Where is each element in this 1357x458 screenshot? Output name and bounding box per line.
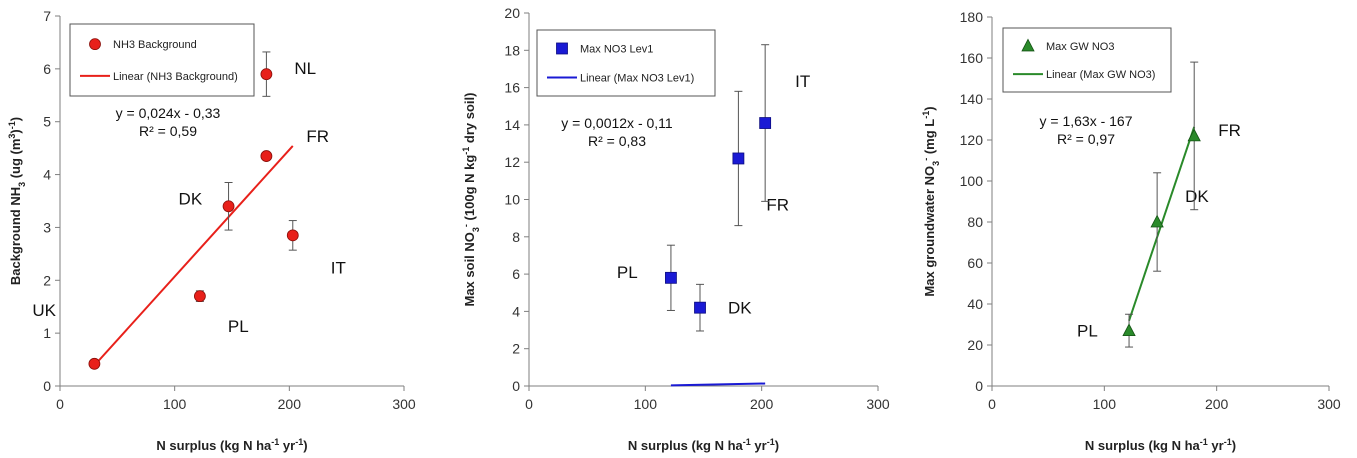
legend-trend-label: Linear (Max NO3 Lev1) [580, 73, 694, 85]
y-tick-label: 60 [967, 255, 983, 271]
data-point-dk [694, 301, 706, 314]
y-tick-label: 7 [43, 8, 51, 24]
y-tick-label: 140 [960, 91, 984, 107]
y-tick-label: 1 [43, 325, 51, 341]
trend-equation: y = 0,024x - 0,33 [116, 105, 221, 121]
trend-r-squared: R² = 0,83 [588, 133, 646, 149]
data-point-fr [1187, 128, 1201, 142]
y-tick-label: 18 [504, 42, 520, 58]
legend-marker [1021, 38, 1035, 52]
x-tick-label: 100 [1093, 396, 1117, 412]
y-tick-label: 4 [43, 167, 51, 183]
data-point-uk [88, 357, 101, 370]
point-label-fr: FR [306, 127, 329, 146]
point-label-uk: UK [32, 301, 56, 320]
point-label-nl: NL [294, 59, 316, 78]
data-point-pl [665, 271, 677, 284]
x-tick-label: 0 [988, 396, 996, 412]
data-point-fr [732, 152, 745, 165]
y-axis-title: Max groundwater NO3- (mg L-1) [921, 106, 941, 296]
legend-trend-label: Linear (Max GW NO3) [1046, 69, 1155, 81]
data-point-pl [1122, 323, 1136, 337]
y-tick-label: 8 [512, 229, 520, 245]
point-label-dk: DK [728, 299, 752, 318]
legend-series-label: NH3 Background [113, 39, 197, 51]
y-tick-label: 12 [504, 154, 520, 170]
point-label-pl: PL [228, 317, 249, 336]
legend-series-label: Max GW NO3 [1046, 41, 1114, 53]
point-label-pl: PL [1077, 322, 1098, 341]
y-tick-label: 120 [960, 132, 984, 148]
trend-r-squared: R² = 0,59 [139, 123, 197, 139]
y-tick-label: 0 [43, 378, 51, 394]
x-tick-label: 0 [525, 396, 533, 412]
y-tick-label: 2 [43, 272, 51, 288]
y-tick-label: 14 [504, 117, 520, 133]
data-point-fr [260, 150, 273, 162]
y-tick-label: 160 [960, 50, 984, 66]
data-point-it [759, 117, 772, 129]
y-tick-label: 0 [975, 378, 983, 394]
point-label-it: IT [331, 258, 346, 277]
legend-series-label: Max NO3 Lev1 [580, 43, 653, 55]
point-label-fr: FR [1218, 121, 1241, 140]
x-tick-label: 300 [392, 396, 416, 412]
y-tick-label: 4 [512, 303, 520, 319]
y-axis-title: Max soil NO3- (100g N kg-1 dry soil) [461, 93, 481, 307]
y-tick-label: 10 [504, 192, 520, 208]
x-tick-label: 200 [1205, 396, 1229, 412]
legend: Max GW NO3 Linear (Max GW NO3) [1002, 27, 1172, 93]
trendline [93, 145, 294, 367]
trendline [670, 382, 766, 387]
y-tick-label: 6 [512, 266, 520, 282]
x-tick-label: 0 [56, 396, 64, 412]
legend-box [1002, 27, 1172, 93]
point-label-it: IT [795, 72, 810, 91]
point-label-dk: DK [179, 189, 203, 208]
x-axis-title: N surplus (kg N ha-1 yr-1) [1085, 437, 1236, 453]
legend: NH3 Background Linear (NH3 Background) [69, 23, 255, 97]
legend-marker [556, 42, 568, 55]
y-tick-label: 20 [967, 337, 983, 353]
y-axis-title: Background NH3 (ug (m3)-1) [7, 117, 27, 285]
x-axis-title: N surplus (kg N ha-1 yr-1) [628, 437, 779, 453]
nh3-background-chart: 0 1 2 3 4 5 6 7 0 100 200 300 N surplus (kg N ha-1 y… [7, 8, 416, 453]
y-tick-label: 2 [512, 341, 520, 357]
y-tick-label: 0 [512, 378, 520, 394]
y-tick-label: 40 [967, 296, 983, 312]
x-tick-label: 100 [163, 396, 187, 412]
data-point-pl [193, 290, 206, 303]
x-tick-label: 300 [1317, 396, 1341, 412]
y-tick-label: 80 [967, 214, 983, 230]
x-tick-label: 200 [750, 396, 774, 412]
max-groundwater-no3-chart: 0 20 40 60 80 100 120 140 160 180 0 100 200 300 N surp… [921, 9, 1341, 453]
legend-box [69, 23, 255, 97]
legend-box [536, 29, 716, 97]
legend-marker [89, 38, 101, 51]
y-tick-label: 3 [43, 219, 51, 235]
data-point-dk [1150, 214, 1164, 228]
y-tick-label: 16 [504, 80, 520, 96]
x-tick-label: 100 [634, 396, 658, 412]
y-tick-label: 20 [504, 5, 520, 21]
x-tick-label: 200 [278, 396, 302, 412]
data-point-it [286, 229, 299, 242]
x-axis-title: N surplus (kg N ha-1 yr-1) [156, 437, 307, 453]
legend-trend-label: Linear (NH3 Background) [113, 71, 238, 83]
y-tick-label: 6 [43, 61, 51, 77]
x-tick-label: 300 [866, 396, 890, 412]
legend: Max NO3 Lev1 Linear (Max NO3 Lev1) [536, 29, 716, 97]
point-label-fr: FR [766, 195, 789, 214]
trend-equation: y = 0,0012x - 0,11 [561, 115, 673, 131]
data-point-dk [222, 200, 235, 213]
trend-r-squared: R² = 0,97 [1057, 131, 1115, 147]
y-tick-label: 100 [960, 173, 984, 189]
point-label-dk: DK [1185, 187, 1209, 206]
data-point-nl [260, 68, 273, 81]
point-label-pl: PL [617, 263, 638, 282]
y-tick-label: 180 [960, 9, 984, 25]
trend-equation: y = 1,63x - 167 [1039, 113, 1132, 129]
y-tick-label: 5 [43, 114, 51, 130]
